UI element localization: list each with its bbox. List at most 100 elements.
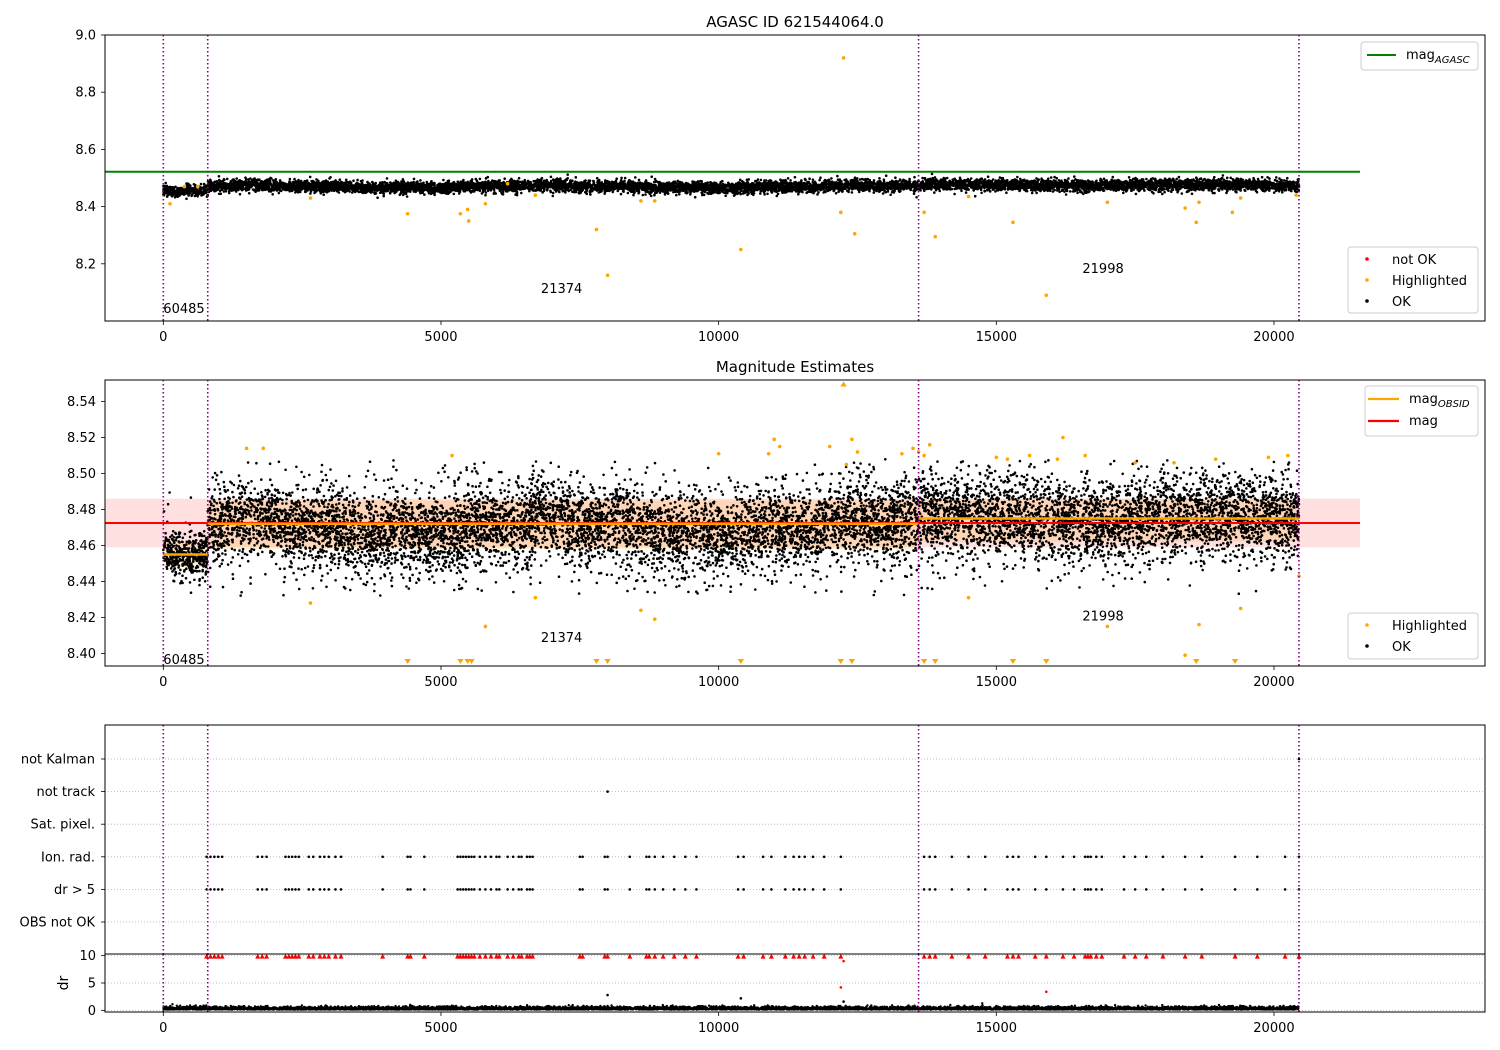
highlighted-point bbox=[458, 211, 463, 216]
flag-event-point bbox=[334, 888, 337, 891]
flag-event-point bbox=[1256, 855, 1259, 859]
out-of-range-marker bbox=[737, 659, 745, 664]
highlighted-point bbox=[839, 210, 843, 215]
highlighted-point bbox=[716, 451, 721, 456]
out-of-range-marker bbox=[1231, 659, 1239, 664]
highlighted-point bbox=[900, 451, 904, 456]
dr-capped-marker bbox=[510, 954, 516, 959]
panel-dr: dr 0 5000 10000 15000 20000 0 5 10 bbox=[56, 949, 1486, 1036]
highlighted-point bbox=[605, 273, 610, 278]
dr-capped-marker bbox=[838, 954, 844, 959]
dr-capped-marker bbox=[1143, 954, 1149, 959]
flag-event-point bbox=[497, 855, 501, 859]
highlighted-point bbox=[1197, 200, 1201, 205]
highlighted-point bbox=[933, 234, 938, 239]
flag-event-point bbox=[484, 888, 487, 891]
highlighted-point bbox=[994, 455, 999, 460]
legend-marker bbox=[1365, 257, 1369, 261]
flag-event-point bbox=[290, 855, 294, 859]
highlighted-point bbox=[405, 211, 410, 216]
highlighted-point bbox=[1083, 453, 1087, 458]
dr-capped-marker bbox=[477, 954, 483, 959]
flag-event-point bbox=[811, 855, 815, 859]
flag-event-point bbox=[528, 888, 532, 891]
flag-event-point bbox=[381, 888, 384, 891]
highlighted-point bbox=[244, 446, 249, 451]
dr-capped-marker bbox=[1016, 954, 1022, 959]
dr-outlier-point bbox=[739, 997, 743, 1000]
flag-event-point bbox=[1044, 855, 1048, 859]
highlighted-point bbox=[827, 444, 832, 449]
dr-capped-marker bbox=[791, 954, 797, 959]
y-tick-label: 0 bbox=[88, 1004, 96, 1019]
highlighted-point bbox=[652, 617, 657, 622]
flag-event-point bbox=[606, 855, 609, 859]
flag-event-point bbox=[736, 855, 740, 859]
legend-label: OK bbox=[1392, 295, 1411, 310]
flag-event-point bbox=[297, 855, 301, 859]
legend-label: mag bbox=[1409, 414, 1438, 429]
flag-event-point bbox=[209, 855, 212, 859]
obsid-label: 21998 bbox=[1082, 610, 1123, 625]
dr-capped-marker bbox=[802, 954, 808, 959]
flag-event-point bbox=[339, 888, 343, 891]
flag-event-point bbox=[323, 888, 326, 891]
y-tick-label: 8.52 bbox=[67, 431, 96, 446]
legend-label: not OK bbox=[1392, 253, 1437, 268]
dr-capped-marker bbox=[292, 954, 298, 959]
flag-event-point bbox=[209, 888, 212, 891]
flag-event-point bbox=[1283, 888, 1287, 891]
flag-event-point bbox=[256, 888, 260, 891]
flag-event-point bbox=[1133, 855, 1137, 859]
dr-capped-marker bbox=[296, 954, 302, 959]
obsid-label: 21374 bbox=[541, 282, 582, 297]
highlighted-point bbox=[1238, 196, 1243, 200]
legend-marker bbox=[1365, 623, 1369, 627]
highlighted-point bbox=[1105, 200, 1110, 205]
highlighted-point bbox=[652, 199, 657, 203]
flag-event-point bbox=[783, 855, 787, 859]
highlighted-point bbox=[772, 437, 776, 442]
flag-event-point bbox=[495, 888, 498, 891]
flag-event-point bbox=[290, 888, 294, 891]
x-tick-label: 5000 bbox=[424, 330, 457, 345]
ok-points bbox=[162, 457, 1301, 597]
flag-event-point bbox=[525, 888, 529, 891]
flag-event-point bbox=[459, 888, 462, 891]
chart-title: AGASC ID 621544064.0 bbox=[706, 13, 884, 31]
y-tick-label: 9.0 bbox=[75, 29, 96, 44]
highlighted-point bbox=[1183, 206, 1187, 210]
flag-event-point bbox=[318, 855, 322, 859]
x-tick-label: 20000 bbox=[1253, 330, 1294, 345]
flag-event-point bbox=[1200, 855, 1204, 859]
flag-event-point bbox=[294, 855, 297, 859]
flag-event-point bbox=[742, 855, 745, 859]
flag-event-point bbox=[603, 855, 607, 859]
flag-event-point bbox=[216, 855, 220, 859]
flag-event-point bbox=[1033, 888, 1037, 891]
highlighted-point bbox=[844, 462, 849, 467]
flag-event-point bbox=[792, 888, 795, 891]
dr-capped-marker bbox=[505, 954, 511, 959]
dr-capped-marker bbox=[421, 954, 427, 959]
flag-event-point bbox=[1086, 888, 1090, 891]
flag-event-point bbox=[323, 855, 326, 859]
dr-not-ok-point bbox=[839, 986, 843, 989]
flag-event-point bbox=[1233, 855, 1237, 859]
flag-event-point bbox=[525, 855, 529, 859]
flag-event-point bbox=[811, 888, 815, 891]
x-tick-label: 20000 bbox=[1253, 675, 1294, 690]
dr-capped-marker bbox=[627, 954, 633, 959]
flag-event-point bbox=[797, 888, 801, 891]
dr-capped-marker bbox=[259, 954, 265, 959]
highlighted-point bbox=[1230, 210, 1235, 215]
legend-marker bbox=[1365, 644, 1369, 648]
flag-event-point bbox=[409, 855, 412, 859]
flag-event-point bbox=[1061, 888, 1065, 891]
flag-event-point bbox=[933, 855, 937, 859]
highlighted-point bbox=[916, 450, 921, 454]
flag-event-point bbox=[497, 888, 501, 891]
flag-category-label: not Kalman bbox=[21, 753, 95, 768]
flag-event-point bbox=[423, 855, 426, 859]
y-tick-label: 8.54 bbox=[67, 395, 96, 410]
